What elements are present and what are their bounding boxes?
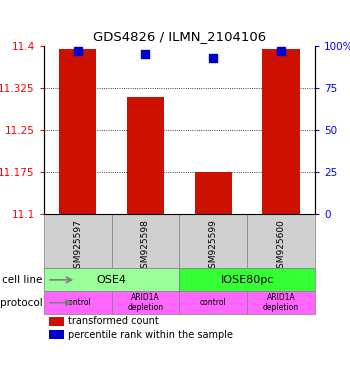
Text: IOSE80pc: IOSE80pc bbox=[220, 275, 274, 285]
Title: GDS4826 / ILMN_2104106: GDS4826 / ILMN_2104106 bbox=[93, 30, 266, 43]
Bar bbox=[44, 291, 112, 314]
Bar bbox=[49, 330, 64, 339]
Point bbox=[75, 48, 80, 54]
Text: GSM925598: GSM925598 bbox=[141, 218, 150, 273]
Bar bbox=[247, 214, 315, 268]
Bar bbox=[247, 291, 315, 314]
Text: OSE4: OSE4 bbox=[97, 275, 127, 285]
Text: control: control bbox=[200, 298, 227, 307]
Bar bbox=[49, 317, 64, 326]
Point bbox=[278, 48, 284, 54]
Text: transformed count: transformed count bbox=[68, 316, 159, 326]
Bar bbox=[179, 291, 247, 314]
Bar bbox=[179, 268, 315, 291]
Bar bbox=[127, 96, 164, 214]
Text: GSM925600: GSM925600 bbox=[276, 218, 286, 273]
Text: cell line: cell line bbox=[2, 275, 42, 285]
Bar bbox=[112, 214, 179, 268]
Text: ARID1A
depletion: ARID1A depletion bbox=[127, 293, 163, 313]
Text: ARID1A
depletion: ARID1A depletion bbox=[263, 293, 299, 313]
Bar bbox=[179, 214, 247, 268]
Bar bbox=[262, 49, 300, 214]
Bar bbox=[59, 49, 96, 214]
Bar bbox=[44, 268, 179, 291]
Bar bbox=[195, 172, 232, 214]
Text: control: control bbox=[64, 298, 91, 307]
Point bbox=[143, 51, 148, 58]
Text: protocol: protocol bbox=[0, 298, 42, 308]
Text: percentile rank within the sample: percentile rank within the sample bbox=[68, 329, 233, 339]
Bar bbox=[112, 291, 179, 314]
Text: GSM925599: GSM925599 bbox=[209, 218, 218, 273]
Bar bbox=[44, 214, 112, 268]
Point bbox=[210, 55, 216, 61]
Text: GSM925597: GSM925597 bbox=[73, 218, 82, 273]
